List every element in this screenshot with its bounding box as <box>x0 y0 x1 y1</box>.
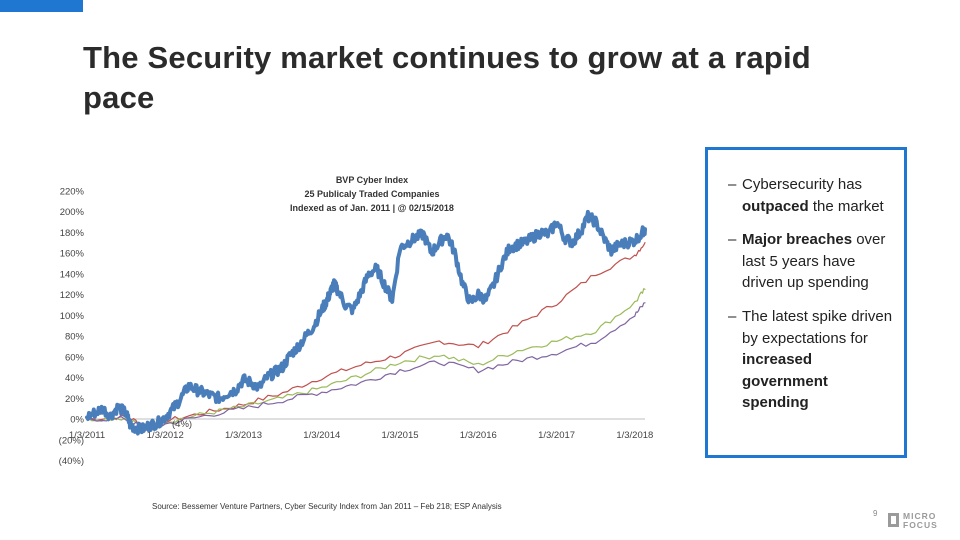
y-tick-label: (20%) <box>59 435 84 446</box>
bullet-text: Major breaches over last 5 years have dr… <box>728 229 898 294</box>
source-note: Source: Bessemer Venture Partners, Cyber… <box>152 502 502 511</box>
x-tick-label: 1/3/2011 <box>69 430 105 441</box>
slide-title: The Security market continues to grow at… <box>83 40 811 115</box>
bullet-text: Cybersecurity has outpaced the market <box>728 174 898 217</box>
chart-title-line: BVP Cyber Index <box>336 175 408 185</box>
y-tick-label: 140% <box>60 269 85 280</box>
bullet-dash: – <box>728 176 737 193</box>
x-tick-label: 1/3/2014 <box>303 430 340 441</box>
bullet-emphasis: increased government spending <box>742 351 828 411</box>
bullet-emphasis: Major breaches <box>742 231 853 248</box>
bullet-text: The latest spike driven by expectations … <box>728 306 898 414</box>
series-line-1 <box>85 209 647 436</box>
y-tick-label: 100% <box>60 311 85 322</box>
x-tick-label: 1/3/2018 <box>616 430 653 441</box>
accent-bar <box>0 0 83 12</box>
bullet-emphasis: outpaced <box>742 197 809 215</box>
x-tick-label: 1/3/2013 <box>225 430 262 441</box>
bullet-dash: – <box>728 308 737 325</box>
logo-word-2: FOCUS <box>903 520 938 530</box>
bvp-cyber-index-chart: BVP Cyber Index 25 Publicaly Traded Compa… <box>59 175 654 467</box>
annotation-label: (4%) <box>172 419 192 430</box>
x-tick-label: 1/3/2012 <box>147 430 184 441</box>
bullet-fragment: The latest spike driven by expectations … <box>742 308 893 347</box>
y-tick-label: 60% <box>65 352 85 363</box>
callout-bullet: – The latest spike driven by expectations… <box>728 306 898 414</box>
x-tick-label: 1/3/2015 <box>382 430 419 441</box>
series-line-2 <box>86 242 646 428</box>
y-tick-label: 40% <box>65 373 85 384</box>
y-tick-label: 200% <box>60 207 85 218</box>
micro-focus-logo: MICRO FOCUS <box>888 509 952 533</box>
y-tick-label: 160% <box>60 249 85 260</box>
bullet-dash: – <box>728 231 737 248</box>
logo-mark-icon <box>888 513 899 527</box>
logo-word-1: MICRO <box>903 511 937 521</box>
bullet-fragment: Cybersecurity has <box>742 176 863 193</box>
callout-bullet: – Major breaches over last 5 years have d… <box>728 229 898 294</box>
y-tick-label: (40%) <box>59 456 84 467</box>
bullet-fragment: over last 5 years have driven up spendin… <box>742 231 886 291</box>
x-tick-label: 1/3/2017 <box>538 430 575 441</box>
y-tick-label: 180% <box>60 228 85 239</box>
y-tick-label: 120% <box>60 290 85 301</box>
chart-title-line: 25 Publicaly Traded Companies <box>304 189 439 199</box>
y-tick-label: 220% <box>60 186 85 197</box>
bullet-fragment: the market <box>808 197 884 215</box>
y-tick-label: 20% <box>65 394 85 405</box>
y-tick-label: 80% <box>65 332 85 343</box>
x-tick-label: 1/3/2016 <box>460 430 497 441</box>
y-tick-label: 0% <box>70 415 84 426</box>
page-number: 9 <box>873 509 878 518</box>
callout-box: – Cybersecurity has outpaced the market – M… <box>705 147 907 458</box>
callout-bullet: – Cybersecurity has outpaced the market <box>728 174 898 217</box>
chart-title-line: Indexed as of Jan. 2011 | @ 02/15/2018 <box>290 203 454 213</box>
